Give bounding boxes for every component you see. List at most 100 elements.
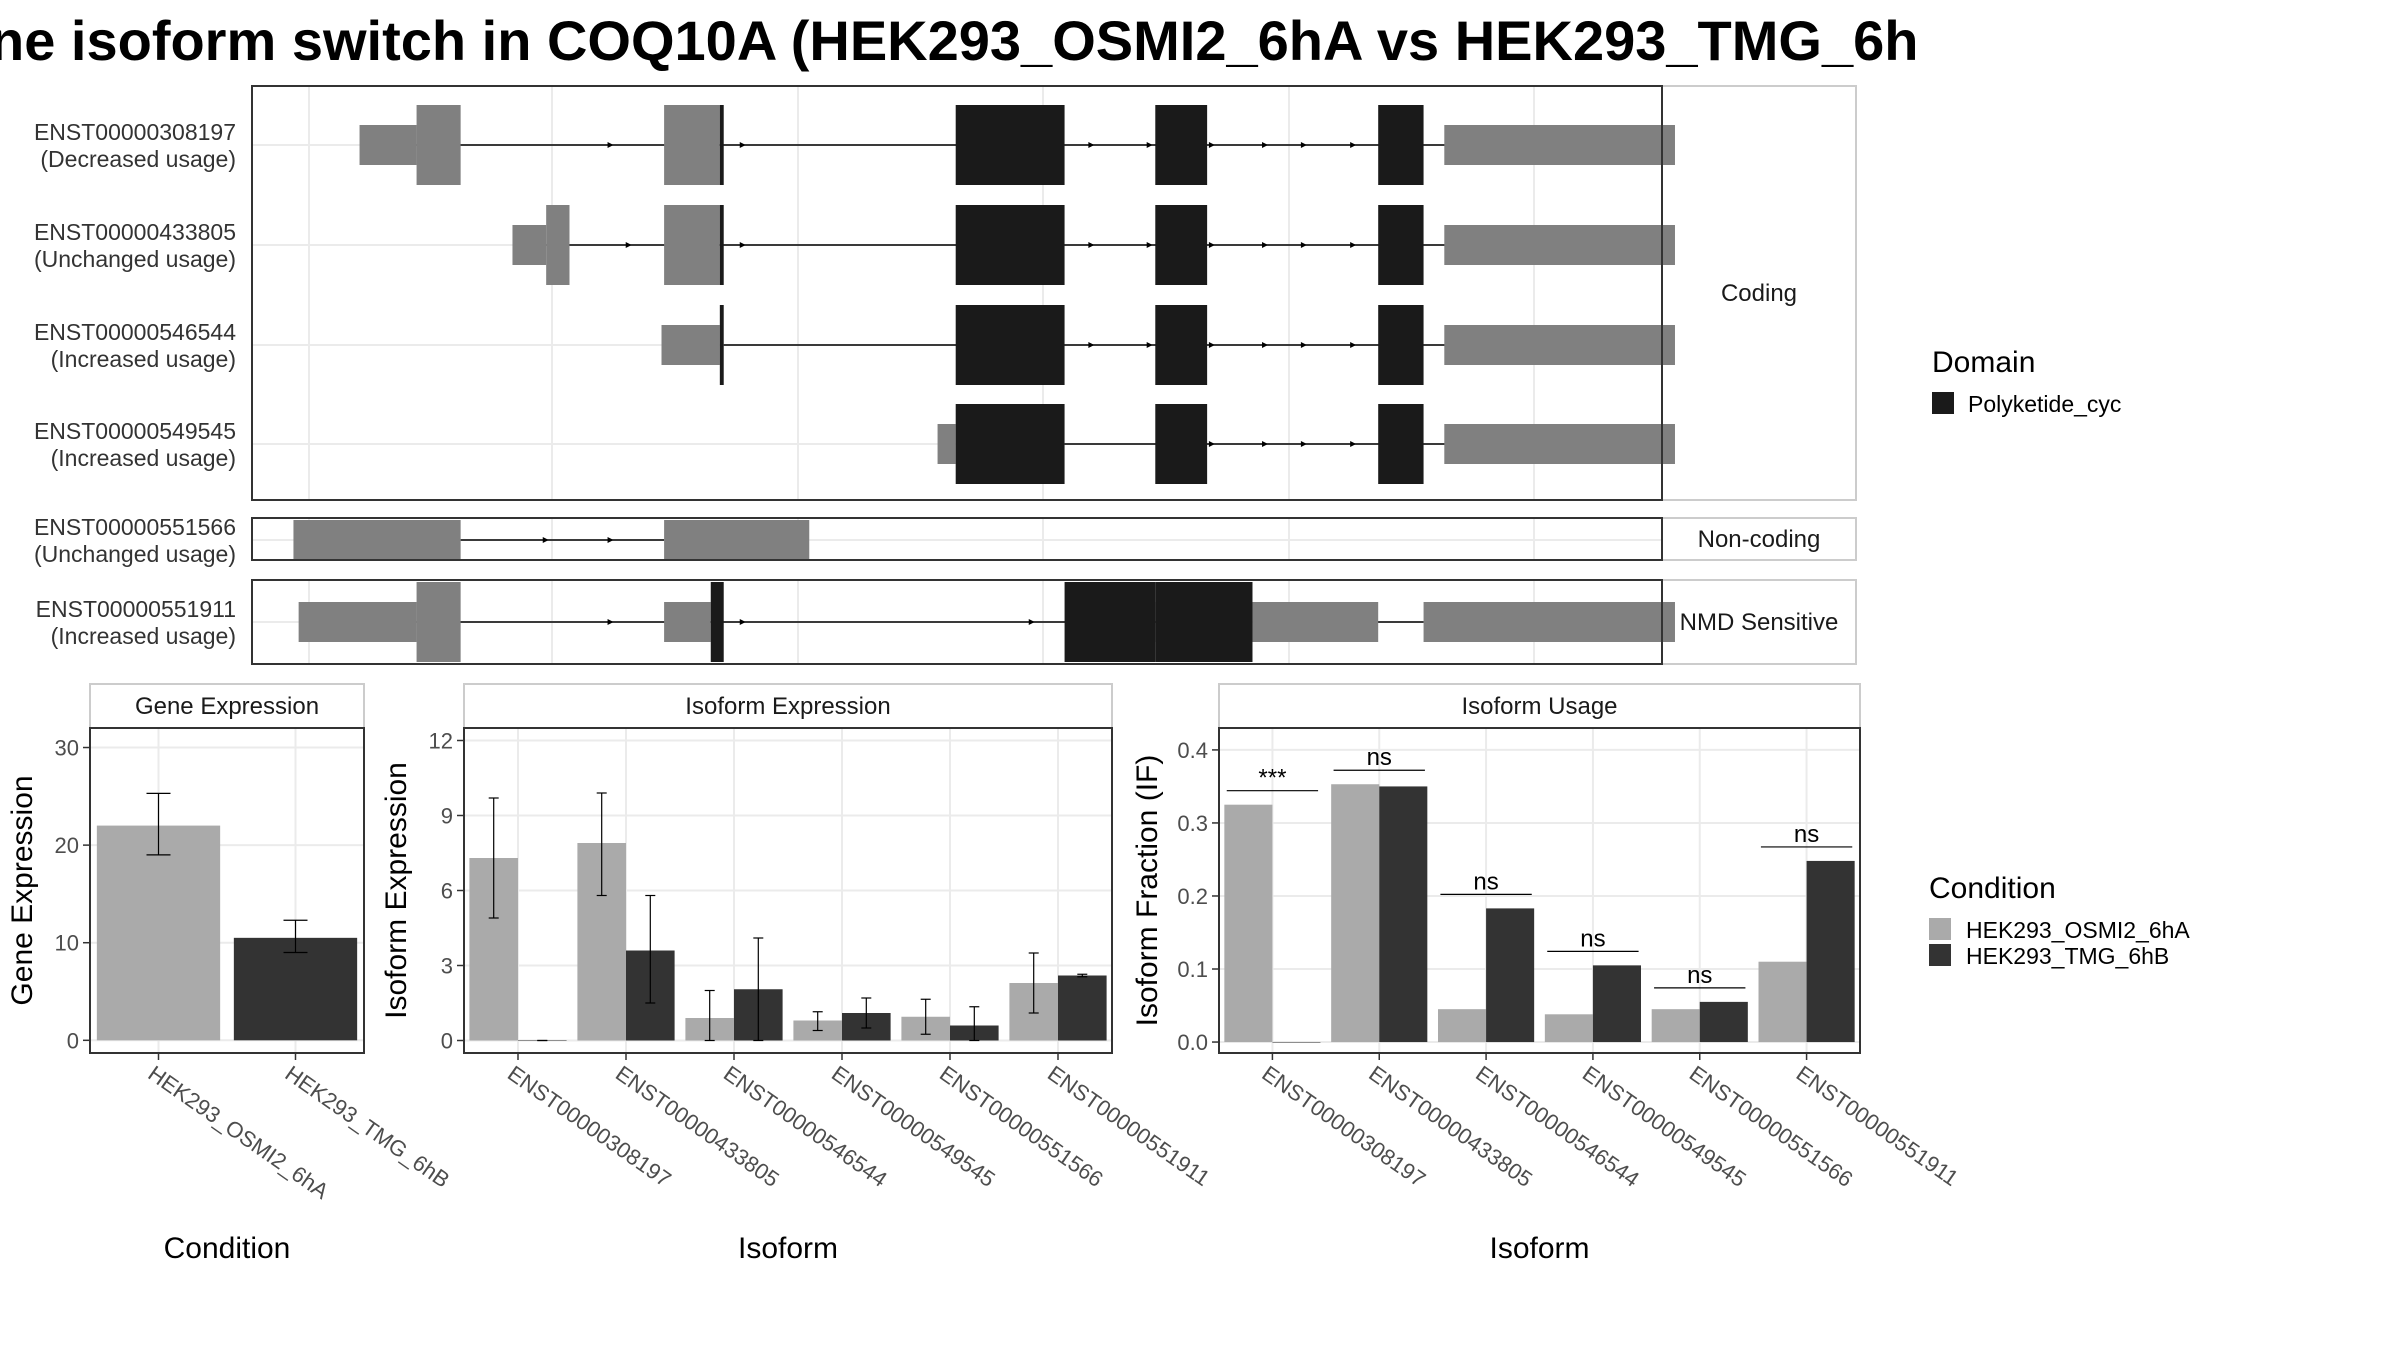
bar — [1486, 908, 1535, 1043]
y-tick-label: 0.4 — [1177, 738, 1208, 763]
significance-label: ns — [1794, 821, 1819, 848]
condition-legend-label: HEK293_TMG_6hB — [1966, 943, 2169, 969]
significance-label: ns — [1367, 744, 1392, 771]
isoform-expression-panel: Isoform Expression036912ENST00000308197E… — [380, 683, 1214, 1265]
panel-strip — [89, 683, 365, 729]
domain-exon — [1378, 305, 1424, 385]
bar — [1544, 1014, 1593, 1043]
strand-arrow — [1146, 142, 1153, 148]
transcript-id-label: ENST00000551911 — [36, 596, 236, 622]
significance-label: ns — [1473, 868, 1498, 895]
domain-legend-title: Domain — [1932, 346, 2035, 379]
strand-arrow — [1262, 441, 1269, 447]
category-strip-label: Non-coding — [1698, 526, 1821, 553]
bar — [1699, 1001, 1748, 1043]
x-axis-title: Condition — [164, 1232, 291, 1265]
transcript-usage-label: (Increased usage) — [51, 445, 236, 471]
strand-arrow — [1208, 342, 1215, 348]
utr-exon — [937, 424, 956, 464]
coding-exon — [664, 105, 720, 185]
significance-label: ns — [1687, 962, 1712, 989]
y-tick-label: 10 — [55, 931, 79, 956]
utr-exon — [512, 225, 547, 265]
bar — [1331, 784, 1380, 1043]
panel-strip — [463, 683, 1113, 729]
domain-exon — [710, 582, 724, 662]
domain-legend: Domain Polyketide_cyc — [1932, 346, 2121, 417]
bar — [1379, 786, 1428, 1043]
facet-border — [251, 517, 1663, 561]
y-tick-label: 30 — [55, 736, 79, 761]
strand-arrow — [607, 619, 614, 625]
strand-arrow — [1088, 142, 1095, 148]
strand-arrow — [1208, 242, 1215, 248]
panel-border — [463, 727, 1113, 1054]
domain-exon — [1155, 582, 1253, 662]
strand-arrow — [1088, 242, 1095, 248]
bar — [1758, 961, 1807, 1043]
bar — [1438, 1009, 1487, 1043]
condition-legend-title: Condition — [1929, 872, 2056, 905]
strand-arrow — [1262, 342, 1269, 348]
utr-exon — [664, 520, 810, 560]
transcript-structure-panel: Coding Non-coding NMD Sensitive ENST0000030… — [34, 85, 1857, 665]
strand-arrow — [1146, 242, 1153, 248]
utr-exon — [1444, 225, 1675, 265]
bar — [1806, 860, 1855, 1043]
domain-exon — [1155, 105, 1208, 185]
transcript-usage-label: (Unchanged usage) — [34, 541, 236, 567]
transcript-track: ENST00000551911(Increased usage) — [36, 582, 1675, 662]
domain-exon — [1155, 404, 1208, 484]
panel-title: Isoform Usage — [1461, 693, 1617, 720]
coding-exon — [664, 205, 720, 285]
utr-exon — [293, 520, 461, 560]
coding-exon — [416, 582, 461, 662]
strand-arrow — [739, 242, 746, 248]
domain-exon — [719, 305, 724, 385]
domain-exon — [955, 105, 1065, 185]
strand-arrow — [1350, 441, 1357, 447]
strand-arrow — [1300, 142, 1307, 148]
domain-exon — [1155, 205, 1208, 285]
transcript-track: ENST00000433805(Unchanged usage) — [34, 205, 1675, 285]
strand-arrow — [1300, 242, 1307, 248]
x-axis-title: Isoform — [738, 1232, 838, 1265]
bar — [1058, 975, 1107, 1041]
strand-arrow — [1350, 142, 1357, 148]
strand-arrow — [1208, 142, 1215, 148]
coding-exon — [416, 105, 461, 185]
utr-exon — [359, 125, 417, 165]
bar — [1651, 1009, 1700, 1043]
category-strip — [1661, 579, 1857, 665]
panel-strip — [1218, 683, 1861, 729]
domain-exon — [955, 205, 1065, 285]
panel-title: Gene Expression — [135, 693, 319, 720]
y-axis-title: Isoform Expression — [380, 762, 413, 1019]
domain-exon — [1064, 582, 1156, 662]
y-tick-label: 0.1 — [1177, 957, 1208, 982]
domain-exon — [955, 305, 1065, 385]
significance-label: ns — [1580, 925, 1605, 952]
structure-facet-1: Non-coding — [252, 517, 1857, 561]
strand-arrow — [607, 142, 614, 148]
transcript-track: ENST00000551566(Unchanged usage) — [34, 514, 810, 567]
condition-legend-label: HEK293_OSMI2_6hA — [1966, 917, 2190, 943]
domain-exon — [955, 404, 1065, 484]
y-tick-label: 12 — [429, 729, 453, 754]
utr-exon — [1252, 602, 1379, 642]
bar — [96, 825, 221, 1041]
figure-title: ne isoform switch in COQ10A (HEK293_OSMI… — [0, 9, 1918, 72]
transcript-id-label: ENST00000308197 — [34, 119, 236, 145]
strand-arrow — [1262, 142, 1269, 148]
transcript-usage-label: (Unchanged usage) — [34, 246, 236, 272]
strand-arrow — [1350, 342, 1357, 348]
category-strip — [1661, 85, 1857, 501]
bar — [233, 937, 358, 1041]
transcript-id-label: ENST00000549545 — [34, 418, 236, 444]
y-tick-label: 0.0 — [1177, 1030, 1208, 1055]
bar — [1272, 1042, 1321, 1043]
y-tick-label: 0.2 — [1177, 884, 1208, 909]
domain-exon — [719, 205, 724, 285]
strand-arrow — [739, 619, 746, 625]
